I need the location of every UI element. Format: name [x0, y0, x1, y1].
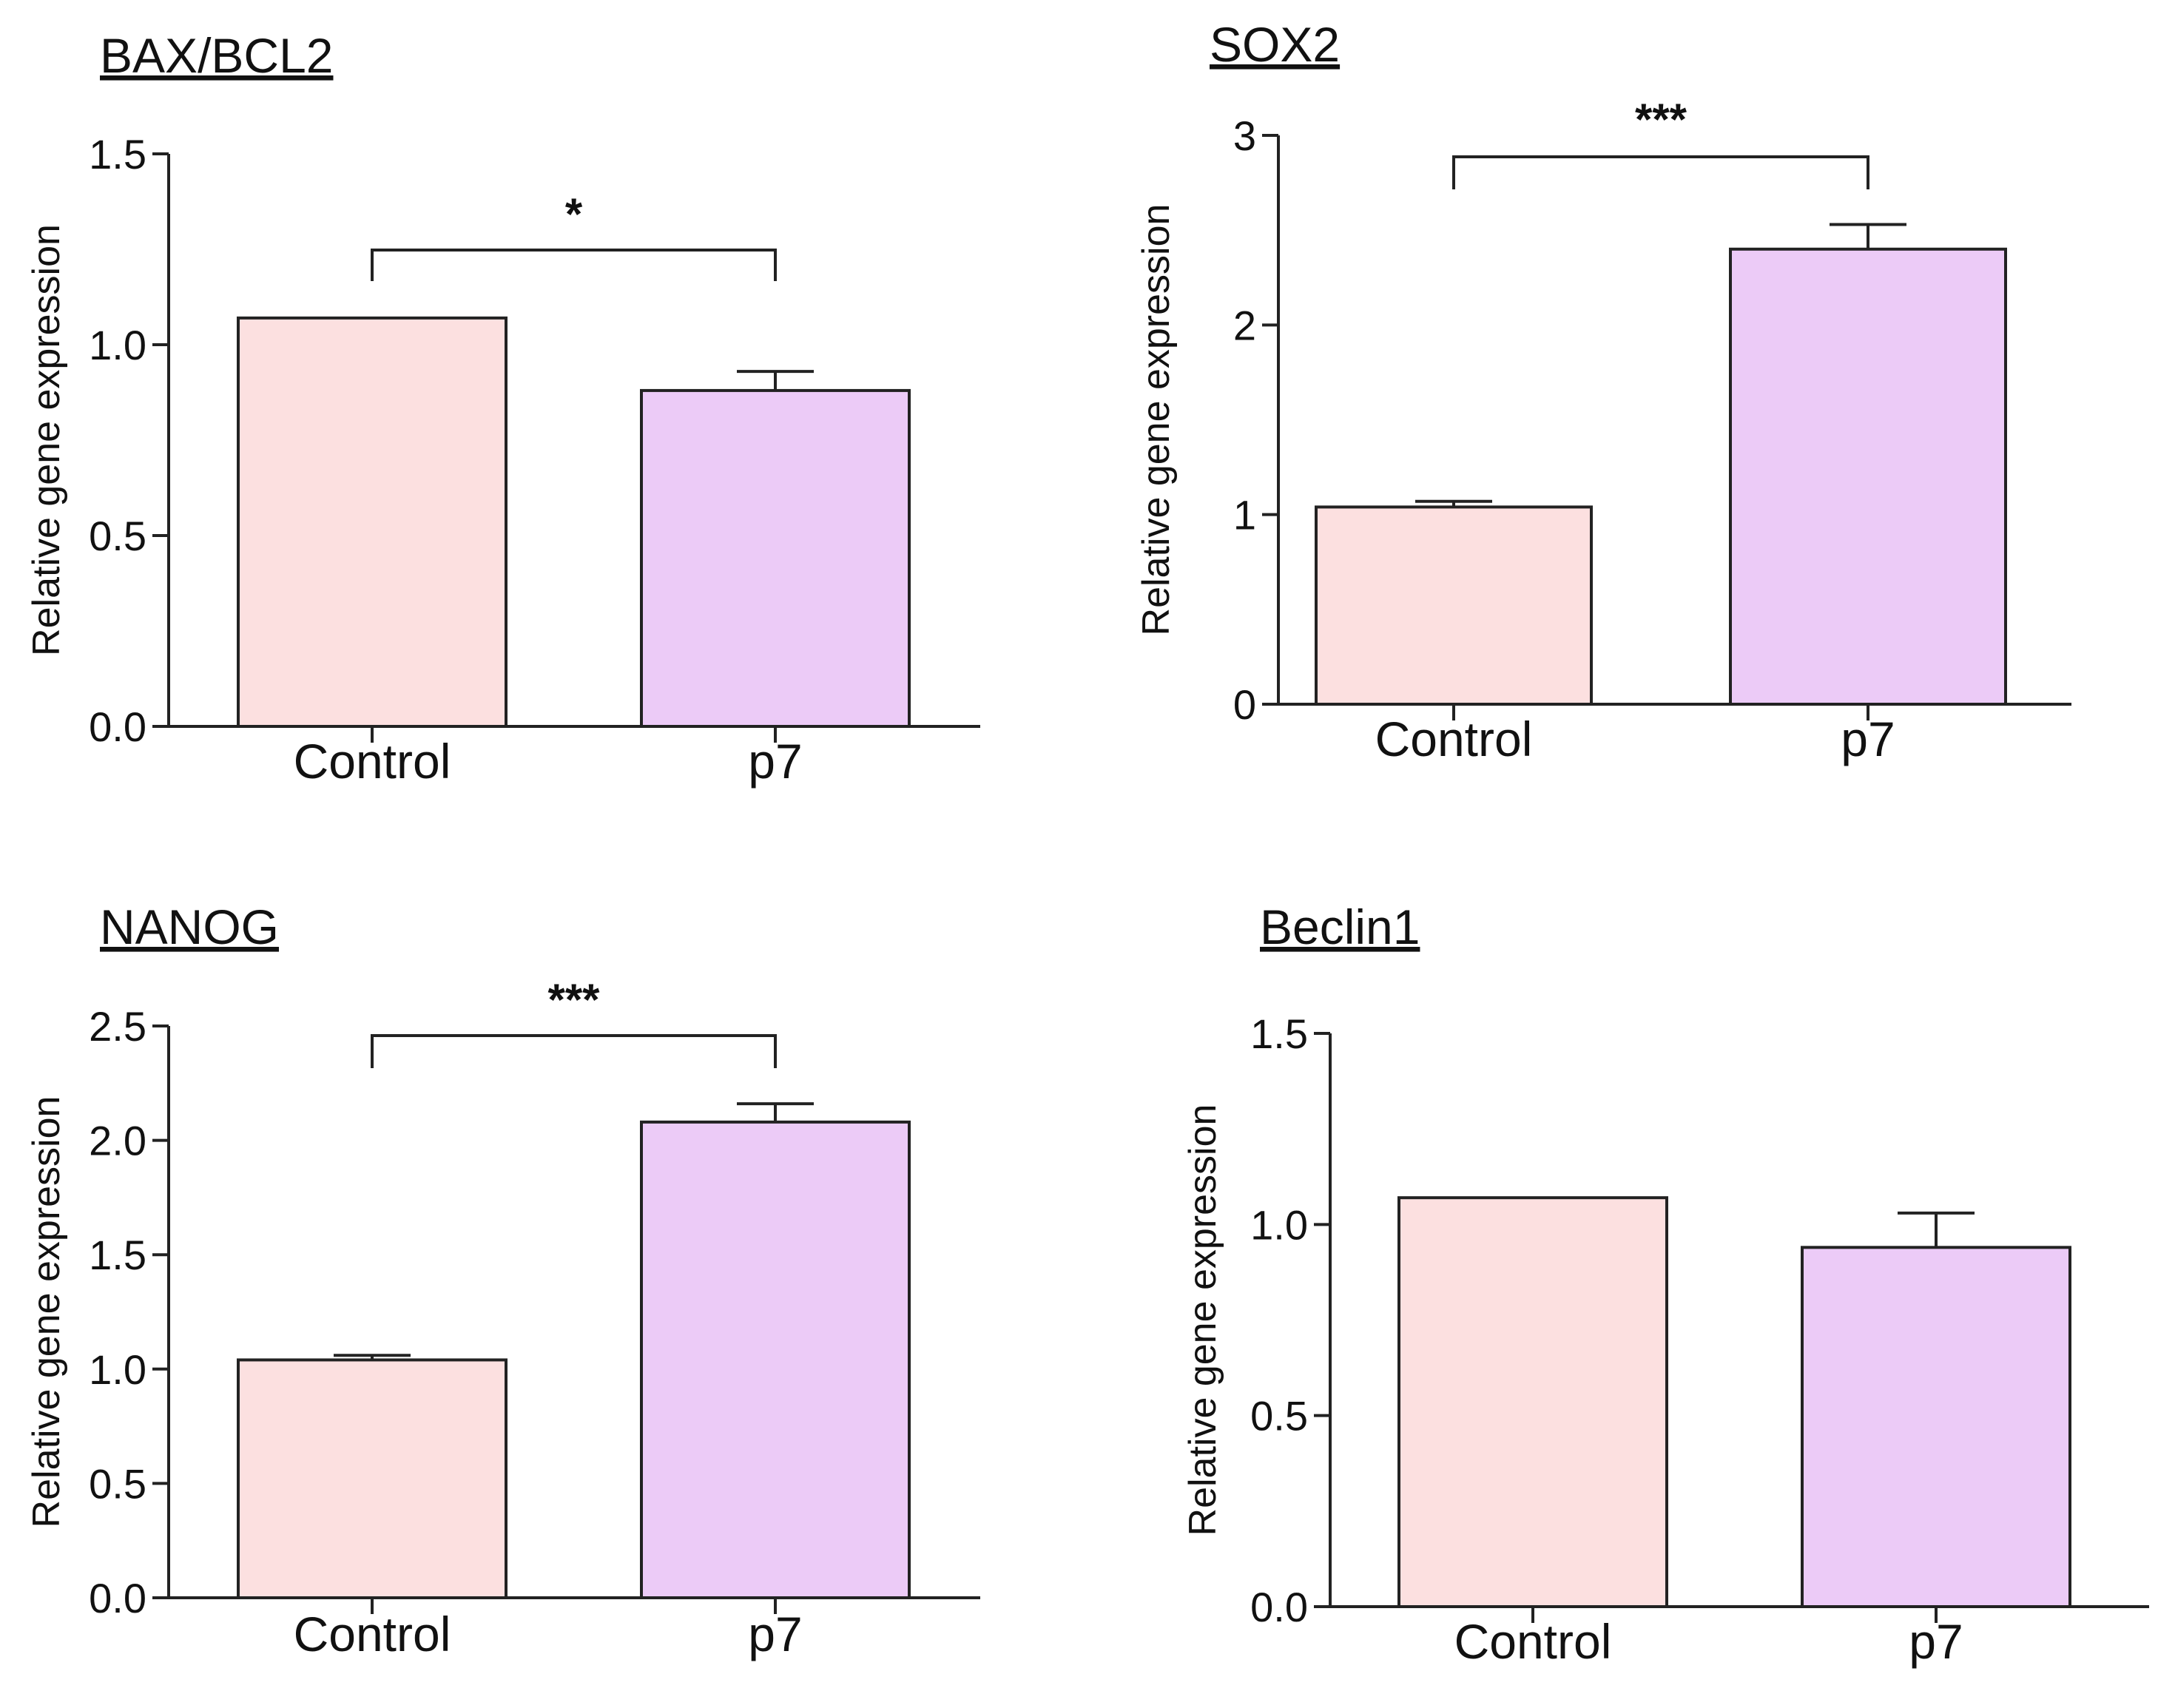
chart-title: SOX2	[1210, 17, 1340, 72]
bar-p7	[1801, 1246, 2071, 1609]
y-tick-label: 0	[1233, 681, 1256, 728]
y-tick-label: 1.0	[89, 1346, 146, 1393]
significance-label: ***	[547, 975, 600, 1025]
chart-title: NANOG	[100, 899, 279, 954]
y-axis-title: Relative gene expression	[25, 1096, 68, 1528]
bar-control	[237, 1358, 508, 1599]
y-tick-label: 0.5	[1250, 1393, 1308, 1439]
bar-p7	[640, 388, 911, 728]
y-tick-label: 1.5	[1250, 1010, 1308, 1057]
y-tick-label: 0.0	[89, 703, 146, 750]
bar-control	[1397, 1196, 1668, 1608]
x-tick-label-control: Control	[1454, 1614, 1612, 1669]
chart-title: Beclin1	[1260, 899, 1420, 954]
x-tick-label-control: Control	[1375, 712, 1533, 766]
chart-panel-3: Beclin1 Relative gene expression 0.0 0.5 1.0…	[1181, 899, 2149, 1669]
x-tick-label-p7: p7	[1841, 712, 1895, 766]
bar-control	[237, 316, 508, 728]
y-tick-label: 1.5	[89, 131, 146, 178]
y-tick-label: 1.5	[89, 1232, 146, 1278]
chart-title: BAX/BCL2	[100, 28, 334, 83]
y-tick-label: 1.0	[1250, 1201, 1308, 1248]
x-tick-label-p7: p7	[1909, 1614, 1963, 1669]
y-tick-label: 3	[1233, 112, 1256, 159]
y-tick-label: 0.5	[89, 513, 146, 559]
x-tick-label-p7: p7	[748, 734, 802, 789]
y-tick-label: 0.0	[1250, 1584, 1308, 1630]
y-tick-label: 1	[1233, 492, 1256, 539]
y-axis-title: Relative gene expression	[1135, 204, 1178, 636]
y-axis-title: Relative gene expression	[25, 224, 68, 656]
y-tick-label: 2.5	[89, 1003, 146, 1050]
significance-label: ***	[1635, 95, 1687, 144]
bar-control	[1315, 505, 1593, 706]
significance-bracket	[371, 1034, 777, 1068]
y-tick-label: 2	[1233, 302, 1256, 348]
y-tick-label: 0.0	[89, 1575, 146, 1621]
chart-panel-0: BAX/BCL2 Relative gene expression 0.0 0.5 1.…	[25, 28, 980, 789]
x-tick-label-control: Control	[294, 734, 451, 789]
y-tick-label: 0.5	[89, 1460, 146, 1507]
chart-panel-2: NANOG Relative gene expression 0.0 0.5 1.0 1.…	[25, 899, 980, 1661]
significance-label: *	[565, 189, 583, 239]
x-tick-label-p7: p7	[748, 1607, 802, 1661]
bar-p7	[1729, 247, 2007, 706]
y-axis-title: Relative gene expression	[1181, 1104, 1224, 1536]
significance-bracket	[371, 249, 777, 281]
chart-panel-1: SOX2 Relative gene expression 0 1 2 3 Control p…	[1135, 17, 2071, 766]
y-tick-label: 2.0	[89, 1118, 146, 1164]
x-tick-label-control: Control	[294, 1607, 451, 1661]
bar-p7	[640, 1120, 911, 1599]
significance-bracket	[1452, 155, 1869, 189]
y-tick-label: 1.0	[89, 322, 146, 368]
